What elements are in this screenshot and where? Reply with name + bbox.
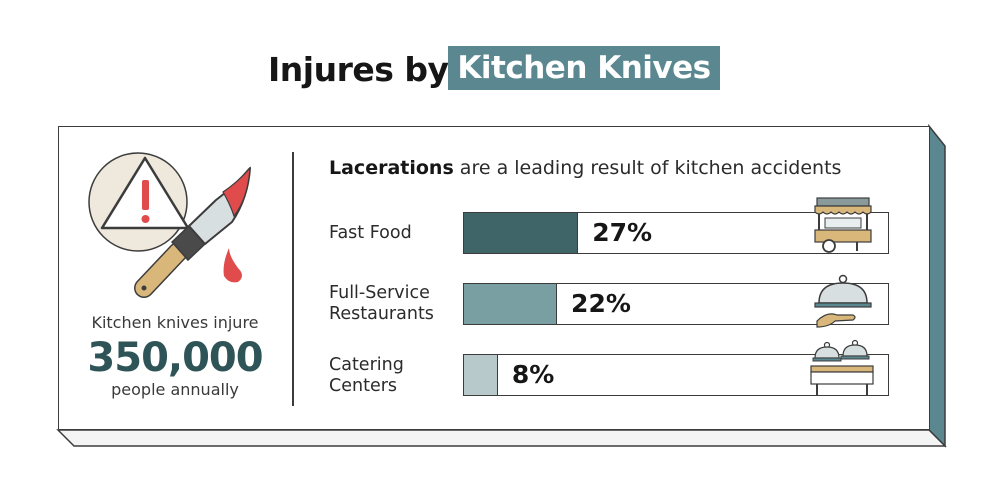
chart-subtitle: Lacerations are a leading result of kitc… <box>329 157 841 179</box>
value-label-full-service: 22% <box>571 289 631 318</box>
category-label-fast-food: Fast Food <box>329 223 412 243</box>
title: Injures by Kitchen Knives <box>0 46 1000 92</box>
bar-catering <box>464 355 498 395</box>
title-prefix: Injures by <box>268 50 449 89</box>
stat-number: 350,000 <box>87 335 263 381</box>
value-label-catering: 8% <box>511 360 555 389</box>
value-label-fast-food: 27% <box>592 218 653 247</box>
food-cart-icon <box>814 197 872 253</box>
buffet-table-icon <box>810 339 874 396</box>
subtitle-rest: are a leading result of kitchen accident… <box>453 157 842 179</box>
category-label-catering: Catering Centers <box>329 355 404 396</box>
category-label-full-service: Full-Service Restaurants <box>329 283 434 324</box>
serving-cloche-icon <box>814 274 872 328</box>
knife-warning-icon <box>88 152 251 298</box>
card-divider <box>292 152 294 406</box>
bar-fast-food <box>464 213 579 253</box>
title-highlight: Kitchen Knives <box>448 46 720 90</box>
stat-lead-text: Kitchen knives injure <box>91 313 259 332</box>
stat-tail-text: people annually <box>111 380 239 399</box>
subtitle-bold: Lacerations <box>329 157 454 179</box>
bar-track-full-service: 22% <box>463 283 889 325</box>
bar-full-service <box>464 284 558 324</box>
